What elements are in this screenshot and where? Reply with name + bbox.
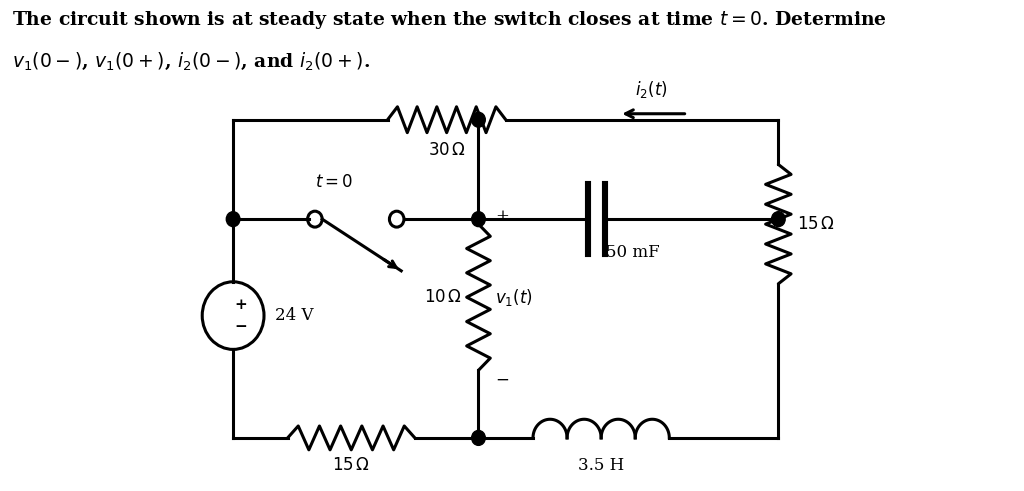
Text: $v_1(0-)$, $v_1(0+)$, $i_2(0-)$, and $i_2(0+)$.: $v_1(0-)$, $v_1(0+)$, $i_2(0-)$, and $i_… [12, 50, 371, 72]
Text: −: − [234, 320, 247, 333]
Text: 3.5 H: 3.5 H [578, 457, 625, 474]
Circle shape [472, 212, 485, 227]
Circle shape [472, 112, 485, 127]
Circle shape [226, 212, 240, 227]
Text: $i_2(t)$: $i_2(t)$ [635, 79, 668, 100]
Text: $15\,\Omega$: $15\,\Omega$ [332, 457, 371, 474]
Text: −: − [495, 372, 509, 389]
Text: $t = 0$: $t = 0$ [315, 174, 353, 191]
Text: $10\,\Omega$: $10\,\Omega$ [424, 289, 462, 306]
Circle shape [472, 431, 485, 445]
Text: $30\,\Omega$: $30\,\Omega$ [428, 141, 466, 159]
Text: $15\,\Omega$: $15\,\Omega$ [797, 216, 835, 233]
Text: +: + [234, 298, 247, 312]
Text: 24 V: 24 V [274, 307, 313, 324]
Text: +: + [495, 208, 509, 225]
Text: 50 mF: 50 mF [606, 244, 659, 261]
Text: $v_1(t)$: $v_1(t)$ [495, 287, 532, 308]
Circle shape [771, 212, 785, 227]
Text: The circuit shown is at steady state when the switch closes at time $t = 0$. Det: The circuit shown is at steady state whe… [12, 9, 887, 31]
